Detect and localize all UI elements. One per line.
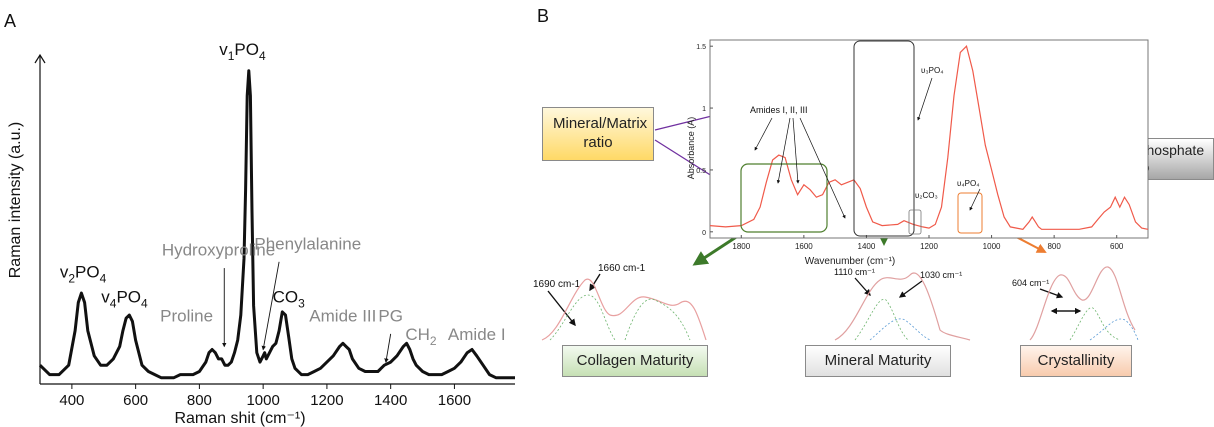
peak-annotation: v4PO4: [101, 288, 148, 311]
mineral-maturity-box: Mineral Maturity: [805, 345, 951, 377]
x-axis-label: Wavenumber (cm⁻¹): [805, 256, 895, 267]
peak-604-label: 604 cm⁻¹: [1012, 278, 1049, 288]
x-tick-label: 400: [59, 392, 84, 409]
mineral-maturity-inset: 1110 cm⁻¹ 1030 cm⁻¹: [834, 267, 971, 341]
ftir-x-tick-label: 1000: [983, 242, 1001, 251]
spectrum-series: [38, 69, 515, 380]
x-tick-label: 800: [187, 392, 212, 409]
x-tick-label: 600: [123, 392, 148, 409]
v2co3-highlight: [908, 209, 922, 235]
amides-highlight: [740, 163, 828, 233]
ftir-x-tick-label: 1800: [732, 242, 750, 251]
collagen-maturity-label: Collagen Maturity: [576, 351, 694, 369]
peak-annotation: Proline: [160, 306, 213, 325]
peak-annotation: v1PO4: [219, 40, 266, 63]
ftir-x-tick-label: 1600: [795, 242, 813, 251]
crystallinity-inset: 604 cm⁻¹: [1012, 266, 1139, 341]
x-axis-label: Raman shit (cm⁻¹): [174, 410, 305, 427]
v2co3-label: υ₂CO₃: [915, 191, 938, 200]
mineral-matrix-box: Mineral/Matrix ratio: [542, 107, 654, 161]
ftir-series: [709, 45, 1149, 230]
peak-annotation: Amide I: [448, 325, 506, 344]
crystallinity-box: Crystallinity: [1020, 345, 1132, 377]
collagen-maturity-box: Collagen Maturity: [562, 345, 708, 377]
peak-annotation: PG: [378, 306, 403, 325]
ftir-line: [709, 45, 1149, 230]
ftir-x-tick-label: 600: [1110, 242, 1124, 251]
mineral-matrix-label: Mineral/Matrix ratio: [553, 115, 648, 151]
peak-1110-label: 1110 cm⁻¹: [834, 267, 875, 277]
ftir-spectrum-chart: 1800 1600 1400 1200 1000 800 600 0 0.5 1 1.5 Absor…: [686, 39, 1149, 267]
raman-spectrum-chart: A 400 600 800 1000 1200 1400 1600 v2PO4 v4PO4 v1…: [4, 11, 515, 427]
peak-annotation: v2PO4: [60, 262, 107, 285]
v4po4-highlight: [957, 192, 983, 234]
panel-b-letter: B: [537, 6, 550, 26]
y-axis-label: Absorbance (A): [686, 117, 696, 180]
x-tick-labels: 400 600 800 1000 1200 1400 1600: [59, 384, 471, 409]
pg-pointer: [384, 333, 392, 363]
x-tick-label: 1000: [246, 392, 279, 409]
ftir-axis-ticks: 1800 1600 1400 1200 1000 800 600 0 0.5 1 1.5: [696, 44, 1124, 251]
peak-annotations: v2PO4 v4PO4 v1PO4 Hydroxyproline Proline Phen…: [60, 40, 506, 363]
ftir-x-tick-label: 1400: [858, 242, 876, 251]
chart-axes: [34, 53, 515, 385]
peak-annotation: Amide III: [309, 306, 376, 325]
mineral-maturity-label: Mineral Maturity: [824, 351, 932, 369]
x-tick-label: 1600: [438, 392, 471, 409]
amides-label: Amides I, II, III: [750, 105, 808, 115]
peak-1660-label: 1660 cm-1: [598, 263, 646, 274]
peak-annotation: Phenylalanine: [254, 234, 361, 253]
peak-1690-label: 1690 cm-1: [533, 279, 581, 290]
v4po4-label: υ₄PO₄: [957, 179, 979, 188]
ftir-y-tick-label: 0.5: [696, 168, 706, 175]
collagen-fit-inset: 1660 cm-1 1690 cm-1: [533, 263, 707, 341]
y-axis-label: Raman intensity (a.u.): [7, 122, 24, 279]
panel-a-letter: A: [4, 11, 16, 31]
v3po4-label: υ₃PO₄: [921, 66, 943, 75]
x-tick-label: 1400: [374, 392, 407, 409]
y-axis-arrowhead: [34, 53, 46, 64]
raman-line: [38, 69, 515, 380]
peak-annotation: CH2: [405, 325, 437, 348]
ftir-y-tick-label: 1.5: [696, 44, 706, 51]
peak-annotation: CO3: [273, 288, 306, 311]
crystallinity-label: Crystallinity: [1037, 351, 1115, 369]
peak-annotation: Hydroxyproline: [162, 241, 275, 260]
x-tick-label: 1200: [310, 392, 343, 409]
ftir-y-tick-label: 1: [702, 106, 706, 113]
v3po4-highlight: [853, 40, 915, 237]
ftir-x-tick-label: 800: [1047, 242, 1061, 251]
ftir-x-tick-label: 1200: [920, 242, 938, 251]
phenylalanine-pointer: [261, 261, 280, 351]
peak-1030-label: 1030 cm⁻¹: [920, 270, 962, 280]
ftir-y-tick-label: 0: [702, 230, 706, 237]
